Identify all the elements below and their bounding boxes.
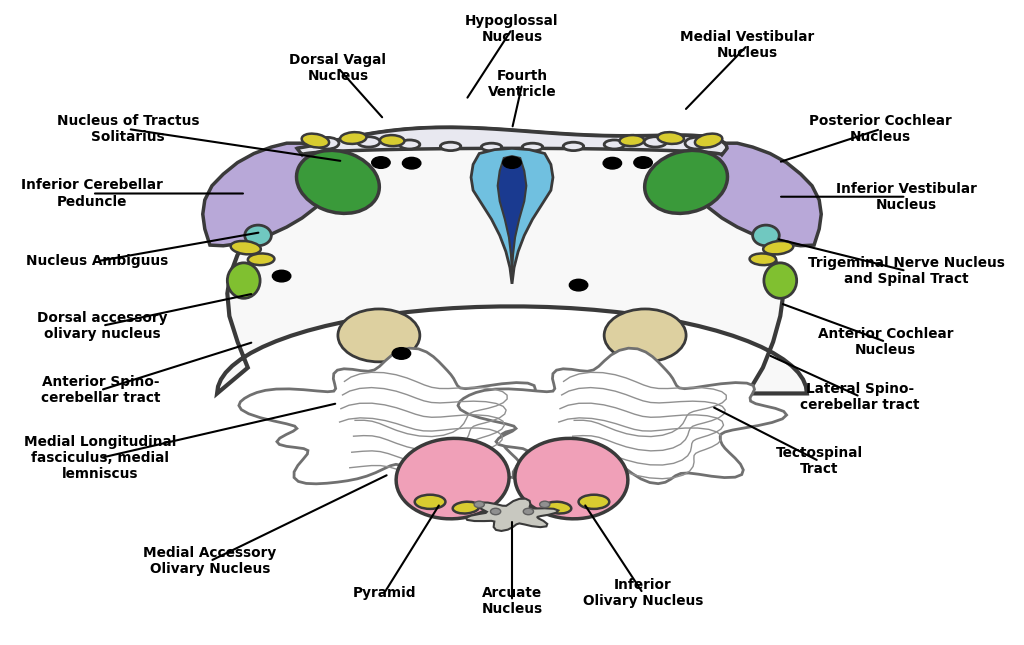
Text: Inferior
Olivary Nucleus: Inferior Olivary Nucleus: [583, 579, 703, 608]
Ellipse shape: [415, 495, 445, 509]
Text: Inferior Cerebellar
Peduncle: Inferior Cerebellar Peduncle: [22, 179, 163, 208]
Ellipse shape: [522, 143, 543, 151]
Text: Anterior Cochlear
Nucleus: Anterior Cochlear Nucleus: [818, 327, 953, 357]
Text: Fourth
Ventricle: Fourth Ventricle: [487, 69, 557, 99]
Circle shape: [490, 508, 501, 515]
Ellipse shape: [302, 134, 329, 148]
Text: Inferior Vestibular
Nucleus: Inferior Vestibular Nucleus: [836, 182, 977, 212]
Ellipse shape: [357, 137, 380, 147]
Ellipse shape: [644, 137, 667, 147]
Ellipse shape: [338, 309, 420, 362]
Polygon shape: [217, 128, 807, 393]
Ellipse shape: [645, 150, 727, 213]
Circle shape: [272, 270, 291, 282]
Text: Arcuate
Nucleus: Arcuate Nucleus: [481, 586, 543, 616]
Circle shape: [392, 348, 411, 359]
Circle shape: [634, 157, 652, 168]
Text: Anterior Spino-
cerebellar tract: Anterior Spino- cerebellar tract: [41, 375, 160, 405]
Circle shape: [372, 157, 390, 168]
Circle shape: [474, 501, 484, 508]
Circle shape: [569, 279, 588, 291]
Ellipse shape: [657, 132, 684, 144]
Polygon shape: [297, 128, 727, 155]
Ellipse shape: [764, 263, 797, 299]
Ellipse shape: [248, 253, 274, 265]
Ellipse shape: [230, 241, 261, 254]
Text: Nucleus Ambiguus: Nucleus Ambiguus: [27, 254, 168, 268]
Ellipse shape: [620, 135, 644, 146]
Ellipse shape: [685, 137, 708, 149]
Text: Lateral Spino-
cerebellar tract: Lateral Spino- cerebellar tract: [801, 382, 920, 412]
Ellipse shape: [604, 309, 686, 362]
Ellipse shape: [753, 225, 779, 246]
Text: Dorsal accessory
olivary nucleus: Dorsal accessory olivary nucleus: [37, 311, 168, 341]
Polygon shape: [466, 499, 558, 531]
Polygon shape: [471, 148, 553, 284]
Text: Nucleus of Tractus
Solitarius: Nucleus of Tractus Solitarius: [56, 114, 200, 144]
Ellipse shape: [545, 502, 571, 513]
Ellipse shape: [579, 495, 609, 509]
Polygon shape: [203, 143, 336, 246]
Text: Posterior Cochlear
Nucleus: Posterior Cochlear Nucleus: [809, 114, 952, 144]
Text: Medial Accessory
Olivary Nucleus: Medial Accessory Olivary Nucleus: [143, 546, 276, 576]
Polygon shape: [688, 143, 821, 246]
Ellipse shape: [380, 135, 404, 146]
Text: Tectospinal
Tract: Tectospinal Tract: [775, 446, 863, 476]
Ellipse shape: [563, 142, 584, 150]
Ellipse shape: [453, 502, 479, 513]
Polygon shape: [239, 348, 567, 484]
Text: Trigeminal Nerve Nucleus
and Spinal Tract: Trigeminal Nerve Nucleus and Spinal Trac…: [808, 256, 1005, 286]
Text: Pyramid: Pyramid: [352, 586, 416, 600]
Ellipse shape: [245, 225, 271, 246]
Circle shape: [402, 157, 421, 169]
Ellipse shape: [316, 137, 339, 149]
Ellipse shape: [440, 142, 461, 150]
Polygon shape: [498, 156, 526, 272]
Ellipse shape: [763, 241, 794, 254]
Ellipse shape: [695, 134, 722, 148]
Ellipse shape: [227, 263, 260, 299]
Text: Hypoglossal
Nucleus: Hypoglossal Nucleus: [465, 14, 559, 44]
Polygon shape: [458, 348, 786, 484]
Ellipse shape: [481, 143, 502, 151]
Circle shape: [503, 157, 521, 168]
Ellipse shape: [750, 253, 776, 265]
Ellipse shape: [340, 132, 367, 144]
Ellipse shape: [604, 140, 625, 149]
Text: Dorsal Vagal
Nucleus: Dorsal Vagal Nucleus: [290, 53, 386, 83]
Ellipse shape: [515, 439, 628, 519]
Ellipse shape: [396, 439, 509, 519]
Circle shape: [540, 501, 550, 508]
Circle shape: [603, 157, 622, 169]
Text: Medial Vestibular
Nucleus: Medial Vestibular Nucleus: [680, 30, 815, 60]
Circle shape: [523, 508, 534, 515]
Ellipse shape: [399, 140, 420, 149]
Ellipse shape: [297, 150, 379, 213]
Text: Medial Longitudinal
fasciculus, medial
lemniscus: Medial Longitudinal fasciculus, medial l…: [25, 435, 176, 481]
